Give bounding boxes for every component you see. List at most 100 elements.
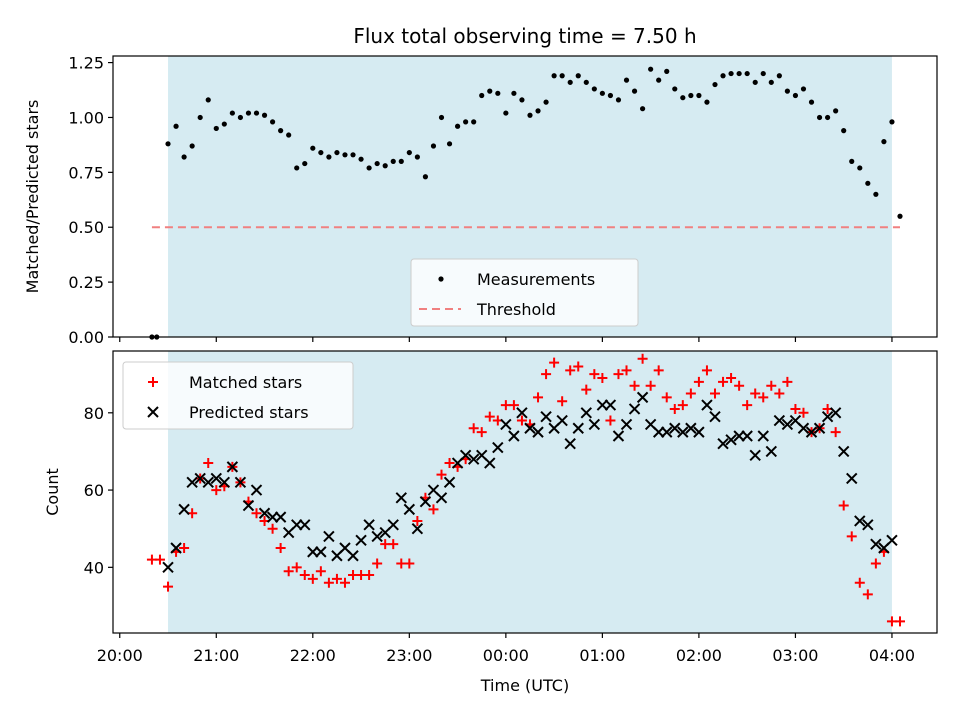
measurement-point <box>849 158 855 164</box>
predicted-star-point <box>837 445 850 458</box>
predicted-star-point <box>467 453 480 465</box>
measurement-point <box>189 143 195 149</box>
measurement-point <box>366 165 372 171</box>
matched-star-point <box>854 577 865 588</box>
y-tick-label: 0.25 <box>68 273 104 292</box>
measurement-point <box>398 158 404 164</box>
measurement-point <box>575 73 581 79</box>
measurement-point <box>543 99 549 105</box>
predicted-star-point <box>250 484 263 496</box>
x-tick-label: 01:00 <box>579 646 625 665</box>
measurement-point <box>261 112 268 118</box>
top-x-axis-ticks <box>119 337 893 342</box>
measurement-point <box>808 99 815 105</box>
matched-star-point <box>307 573 318 584</box>
predicted-star-point <box>492 441 504 454</box>
legend-label: Matched stars <box>189 373 302 392</box>
matched-star-point <box>718 376 729 387</box>
matched-star-point <box>533 392 544 403</box>
matched-star-point <box>211 485 222 496</box>
matched-star-point <box>613 369 624 380</box>
predicted-star-point <box>178 503 190 516</box>
measurement-point <box>527 112 533 118</box>
matched-star-point <box>838 500 849 511</box>
matched-star-point <box>331 573 342 584</box>
predicted-star-point <box>886 534 898 546</box>
predicted-star-point <box>661 426 673 438</box>
measurement-point <box>269 119 276 125</box>
matched-star-point <box>766 380 777 391</box>
y-tick-label: 1.00 <box>68 108 104 127</box>
predicted-star-point <box>323 530 335 543</box>
measurement-point <box>406 149 412 156</box>
figure-title: Flux total observing time = 7.50 h <box>353 24 696 48</box>
bottom-panel: 40 60 80 20:00 21:00 22:00 23:00 00:00 01:00 02:… <box>43 350 938 695</box>
predicted-star-point <box>403 503 416 516</box>
matched-star-point <box>315 566 326 577</box>
predicted-star-point <box>773 414 786 427</box>
predicted-star-point <box>677 426 689 438</box>
measurement-point <box>535 108 541 114</box>
matched-star-point <box>163 581 174 592</box>
matched-star-point <box>645 380 656 391</box>
matched-star-point <box>846 531 857 542</box>
measurement-point <box>237 114 244 121</box>
measurement-point <box>422 174 429 180</box>
predicted-star-point <box>524 422 536 434</box>
bottom-axes-frame <box>112 350 938 634</box>
predicted-star-point <box>387 519 399 531</box>
predicted-star-point <box>564 438 576 450</box>
predicted-star-point <box>636 391 649 404</box>
matched-star-point <box>605 415 616 426</box>
predicted-star-point <box>299 519 311 531</box>
predicted-star-point <box>701 399 713 411</box>
predicted-star-point <box>821 410 834 423</box>
matched-star-point <box>283 566 294 577</box>
predicted-star-point <box>709 410 721 423</box>
measurement-point <box>728 70 734 77</box>
predicted-star-point <box>813 422 826 434</box>
matched-star-point <box>862 589 873 600</box>
predicted-star-point <box>741 430 753 442</box>
predicted-star-point <box>604 399 617 411</box>
predicted-star-point <box>315 546 327 558</box>
predicted-star-point <box>797 422 810 434</box>
matched-star-point <box>508 400 519 411</box>
measurement-point <box>688 92 694 99</box>
y-tick-label: 60 <box>84 481 104 500</box>
matched-star-point <box>589 369 600 380</box>
measurement-point <box>358 156 364 162</box>
predicted-star-point <box>242 499 255 512</box>
measurement-point <box>784 88 790 94</box>
x-tick-label: 04:00 <box>869 646 915 665</box>
measurement-point <box>181 154 187 160</box>
matched-star-point <box>742 400 753 411</box>
measurement-point <box>438 114 445 121</box>
predicted-star-point <box>162 561 174 574</box>
predicted-star-point <box>580 407 593 419</box>
bottom-legend: Matched stars Predicted stars <box>122 361 354 430</box>
measurements-series <box>149 66 903 340</box>
predicted-star-point <box>805 426 818 438</box>
x-tick-label: 23:00 <box>386 646 432 665</box>
measurement-point <box>672 86 678 92</box>
matched-star-point <box>597 373 608 384</box>
predicted-star-point <box>371 530 383 543</box>
matched-star-point <box>573 361 584 372</box>
predicted-star-point <box>717 438 729 450</box>
measurement-point <box>286 132 292 138</box>
matched-star-point <box>412 515 423 526</box>
measurement-point <box>607 92 614 99</box>
matched-star-point <box>709 388 720 399</box>
measurement-point <box>430 143 437 149</box>
measurement-point <box>511 90 517 96</box>
measurement-point <box>696 92 702 99</box>
matched-star-point <box>476 427 487 438</box>
matched-star-point <box>774 388 785 399</box>
predicted-star-point <box>725 434 737 446</box>
predicted-star-point <box>395 492 407 504</box>
predicted-star-point <box>419 495 432 508</box>
matched-star-point <box>669 403 680 414</box>
measurement-point <box>752 79 758 85</box>
predicted-star-point <box>226 461 239 473</box>
